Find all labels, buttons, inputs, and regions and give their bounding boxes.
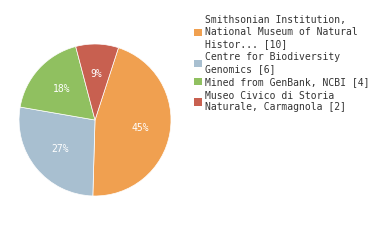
Wedge shape [19,107,95,196]
Text: 45%: 45% [131,123,149,133]
Text: 9%: 9% [90,69,102,79]
Wedge shape [76,44,119,120]
Legend: Smithsonian Institution,
National Museum of Natural
Histor... [10], Centre for B: Smithsonian Institution, National Museum… [194,16,370,112]
Wedge shape [93,48,171,196]
Text: 18%: 18% [52,84,70,94]
Wedge shape [20,47,95,120]
Text: 27%: 27% [51,144,68,154]
